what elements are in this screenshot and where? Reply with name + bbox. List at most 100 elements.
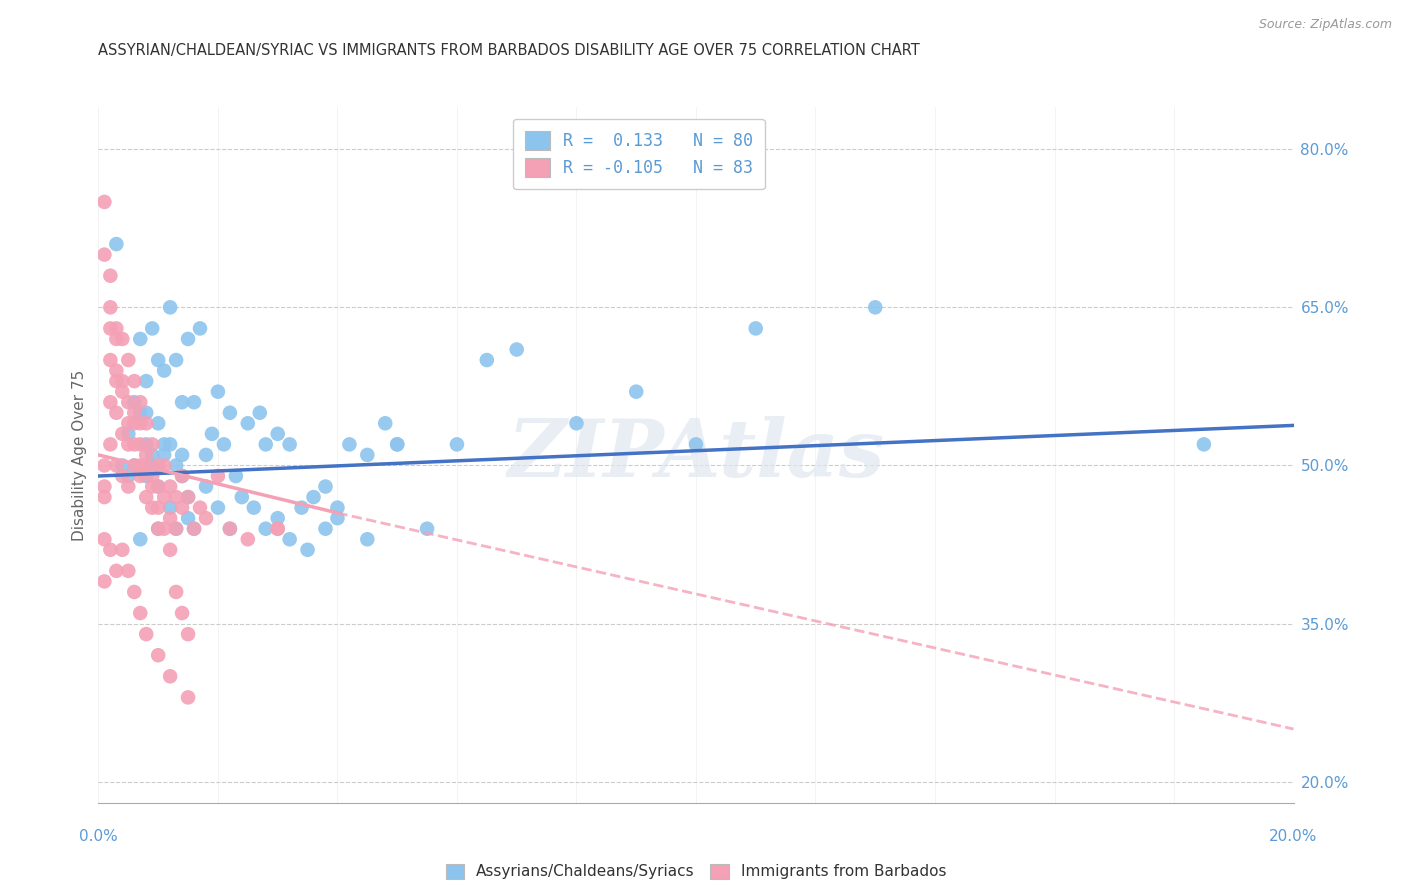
Point (219, 406, 242, 420)
Point (129, 606, 152, 620)
Point (153, 448, 176, 462)
Point (111, 426, 134, 441)
Point (159, 479, 181, 493)
Point (231, 490, 253, 504)
Point (177, 690, 200, 705)
Point (111, 384, 134, 399)
Point (446, 437, 468, 451)
Point (159, 511, 181, 525)
Point (177, 490, 200, 504)
Point (124, 585, 146, 599)
Point (129, 437, 152, 451)
Point (278, 533, 301, 547)
Point (111, 374, 134, 388)
Point (141, 321, 163, 335)
Point (207, 384, 229, 399)
Point (159, 542, 181, 557)
Point (129, 469, 152, 483)
Point (93, 490, 115, 504)
Point (105, 321, 128, 335)
Point (172, 469, 194, 483)
Point (129, 395, 152, 409)
Point (165, 353, 187, 368)
Point (141, 458, 163, 473)
Point (153, 437, 176, 451)
Point (135, 469, 157, 483)
Point (165, 522, 187, 536)
Point (100, 268, 122, 283)
Point (278, 437, 301, 451)
Point (165, 585, 187, 599)
Point (267, 522, 290, 536)
Point (339, 437, 360, 451)
Point (105, 237, 128, 252)
Point (148, 648, 170, 663)
Point (141, 448, 163, 462)
Point (183, 522, 205, 536)
Point (506, 343, 529, 357)
Point (135, 448, 157, 462)
Point (135, 417, 157, 431)
Point (374, 417, 396, 431)
Point (124, 437, 146, 451)
Point (141, 437, 163, 451)
Point (236, 533, 259, 547)
Point (685, 437, 707, 451)
Point (326, 500, 349, 515)
Point (93, 458, 115, 473)
Point (172, 469, 194, 483)
Point (93, 574, 115, 589)
Point (356, 533, 378, 547)
Point (254, 437, 277, 451)
Point (141, 500, 163, 515)
Point (219, 522, 242, 536)
Point (565, 417, 588, 431)
Point (207, 500, 229, 515)
Point (135, 627, 157, 641)
Point (117, 437, 139, 451)
Point (188, 321, 211, 335)
Point (93, 533, 115, 547)
Point (105, 406, 128, 420)
Point (141, 469, 163, 483)
Text: Source: ZipAtlas.com: Source: ZipAtlas.com (1258, 18, 1392, 31)
Point (124, 374, 146, 388)
Point (124, 458, 146, 473)
Point (124, 395, 146, 409)
Point (626, 384, 648, 399)
Point (159, 301, 181, 315)
Point (111, 458, 134, 473)
Point (129, 458, 152, 473)
Point (172, 395, 194, 409)
Point (291, 500, 314, 515)
Point (111, 542, 134, 557)
Point (117, 469, 139, 483)
Point (100, 542, 122, 557)
Point (243, 500, 266, 515)
Point (475, 353, 498, 368)
Point (159, 500, 181, 515)
Point (100, 353, 122, 368)
Point (385, 437, 409, 451)
Point (195, 479, 218, 493)
Point (172, 448, 194, 462)
Point (153, 522, 176, 536)
Point (416, 522, 439, 536)
Point (153, 458, 176, 473)
Point (165, 490, 187, 504)
Point (117, 479, 139, 493)
Text: 0.0%: 0.0% (79, 830, 118, 844)
Point (100, 395, 122, 409)
Point (745, 321, 768, 335)
Point (105, 564, 128, 578)
Point (195, 511, 218, 525)
Point (117, 353, 139, 368)
Point (225, 469, 247, 483)
Point (207, 469, 229, 483)
Point (105, 458, 128, 473)
Point (385, 437, 409, 451)
Point (100, 321, 122, 335)
Point (124, 458, 146, 473)
Point (93, 194, 115, 209)
Point (124, 417, 146, 431)
